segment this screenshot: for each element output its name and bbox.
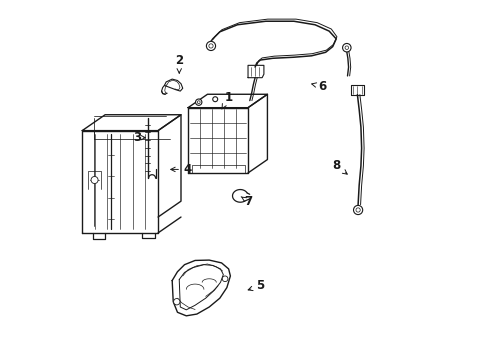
Text: 2: 2 (175, 54, 183, 73)
Text: 3: 3 (133, 131, 145, 144)
Text: 1: 1 (222, 91, 232, 109)
Text: 6: 6 (311, 80, 325, 93)
Text: 4: 4 (170, 163, 192, 176)
Circle shape (91, 176, 98, 184)
Circle shape (342, 44, 350, 52)
Circle shape (173, 298, 180, 305)
Circle shape (195, 99, 202, 105)
Circle shape (353, 206, 362, 215)
Text: 7: 7 (241, 195, 252, 208)
Circle shape (197, 101, 200, 104)
Circle shape (345, 46, 348, 49)
Circle shape (208, 44, 213, 48)
Circle shape (222, 276, 227, 282)
Circle shape (212, 97, 217, 102)
Text: 8: 8 (331, 159, 346, 174)
Circle shape (206, 41, 215, 50)
Circle shape (355, 208, 360, 212)
Text: 5: 5 (247, 279, 264, 292)
